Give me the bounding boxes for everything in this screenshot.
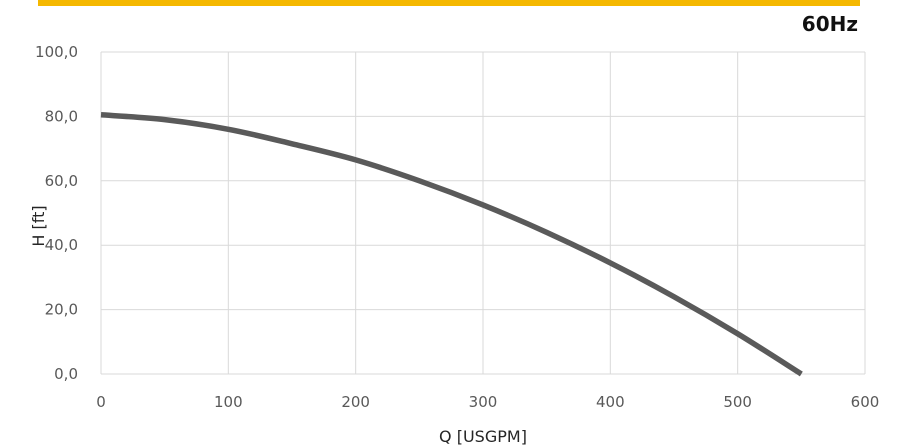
accent-top-bar (38, 0, 860, 6)
x-tick-label: 600 (851, 393, 880, 411)
y-tick-labels: 0,0 20,0 40,0 60,0 80,0 100,0 (35, 43, 78, 383)
x-tick-label: 500 (723, 393, 752, 411)
x-tick-label: 100 (214, 393, 243, 411)
y-tick-label: 80,0 (45, 107, 78, 125)
x-axis-title: Q [USGPM] (439, 427, 527, 446)
frequency-label: 60Hz (801, 12, 858, 36)
grid-lines (100, 51, 866, 375)
series-line (100, 112, 803, 377)
x-tick-label: 200 (341, 393, 370, 411)
curve-layer (100, 112, 803, 377)
y-tick-label: 0,0 (54, 365, 78, 383)
x-tick-label: 300 (469, 393, 498, 411)
x-tick-label: 400 (596, 393, 625, 411)
x-tick-labels: 0 100 200 300 400 500 600 (96, 393, 879, 411)
y-tick-label: 20,0 (45, 301, 78, 319)
y-axis-title: H [ft] (29, 205, 48, 246)
y-tick-label: 100,0 (35, 43, 78, 61)
x-tick-label: 0 (96, 393, 106, 411)
y-tick-label: 60,0 (45, 172, 78, 190)
y-tick-label: 40,0 (45, 236, 78, 254)
